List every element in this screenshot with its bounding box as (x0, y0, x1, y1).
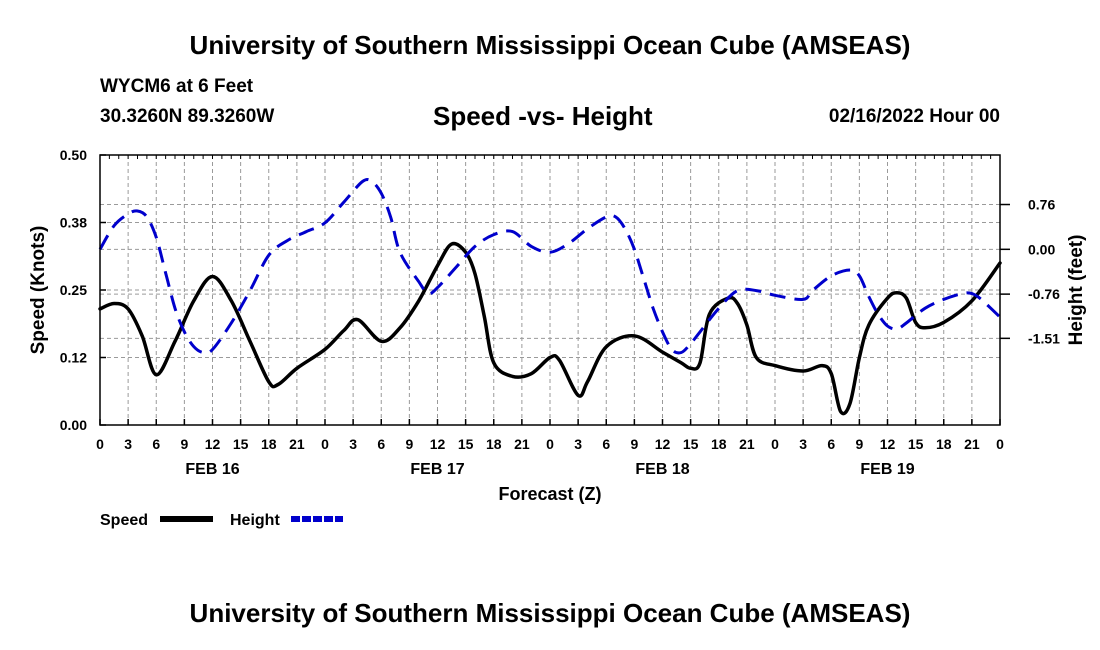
x-tick-label: 0 (996, 436, 1004, 452)
page-title: University of Southern Mississippi Ocean… (189, 30, 911, 60)
x-tick-label: 6 (152, 436, 160, 452)
x-tick-label: 9 (630, 436, 638, 452)
x-tick-label: 0 (771, 436, 779, 452)
x-tick-label: 18 (486, 436, 502, 452)
x-tick-label: 18 (711, 436, 727, 452)
y-left-tick-label: 0.50 (60, 147, 87, 163)
forecast-datetime: 02/16/2022 Hour 00 (828, 106, 1000, 127)
chart-subtitle: Speed -vs- Height (433, 101, 653, 131)
y-right-tick-label: -0.76 (1028, 286, 1060, 302)
x-tick-label: 18 (261, 436, 277, 452)
x-tick-label: 12 (205, 436, 221, 452)
legend-label: Height (230, 512, 280, 529)
day-label: FEB 19 (860, 461, 914, 478)
x-tick-label: 9 (405, 436, 413, 452)
x-tick-label: 3 (124, 436, 132, 452)
x-tick-label: 15 (683, 436, 699, 452)
day-label: FEB 17 (410, 461, 464, 478)
y-right-tick-label: -1.51 (1028, 330, 1060, 346)
y-left-tick-label: 0.25 (60, 282, 87, 298)
x-tick-label: 6 (827, 436, 835, 452)
x-tick-label: 21 (739, 436, 755, 452)
station-label: WYCM6 at 6 Feet (100, 76, 254, 97)
coordinates-label: 30.3260N 89.3260W (100, 106, 275, 127)
x-tick-label: 12 (880, 436, 896, 452)
day-label: FEB 18 (635, 461, 689, 478)
y-left-tick-label: 0.38 (60, 215, 87, 231)
series-layer (98, 178, 1002, 416)
x-tick-label: 3 (349, 436, 357, 452)
x-tick-label: 0 (546, 436, 554, 452)
y-right-axis-title: Height (feet) (1066, 235, 1087, 346)
x-tick-label: 12 (655, 436, 671, 452)
x-tick-label: 15 (908, 436, 924, 452)
x-axis-title: Forecast (Z) (498, 484, 601, 504)
grid (100, 155, 1000, 425)
speed-series-line (98, 241, 1002, 416)
footer-title: University of Southern Mississippi Ocean… (189, 598, 911, 628)
x-tick-label: 12 (430, 436, 446, 452)
x-tick-label: 21 (514, 436, 530, 452)
x-tick-label: 21 (289, 436, 305, 452)
x-tick-label: 3 (574, 436, 582, 452)
axes: 0 3 6 9 12 15 18 21 0 3 6 9 12 15 18 21 0 3 6 9 12 15 18 21 0 3 6 9… (28, 147, 1087, 504)
x-tick-label: 3 (799, 436, 807, 452)
y-left-tick-label: 0.12 (60, 350, 87, 366)
y-left-axis-title: Speed (Knots) (28, 226, 49, 355)
y-right-tick-label: 0.76 (1028, 197, 1055, 213)
legend-label: Speed (100, 512, 148, 529)
x-tick-label: 0 (321, 436, 329, 452)
x-tick-label: 21 (964, 436, 980, 452)
x-tick-label: 0 (96, 436, 104, 452)
x-tick-label: 6 (602, 436, 610, 452)
day-label: FEB 16 (185, 461, 239, 478)
x-tick-label: 9 (180, 436, 188, 452)
x-tick-label: 9 (855, 436, 863, 452)
y-right-tick-label: 0.00 (1028, 241, 1055, 257)
x-tick-label: 15 (458, 436, 474, 452)
x-tick-label: 18 (936, 436, 952, 452)
legend: Speed Height (100, 512, 343, 529)
x-tick-label: 6 (377, 436, 385, 452)
height-series-line (98, 178, 1002, 355)
y-left-tick-label: 0.00 (60, 417, 87, 433)
x-tick-label: 15 (233, 436, 249, 452)
